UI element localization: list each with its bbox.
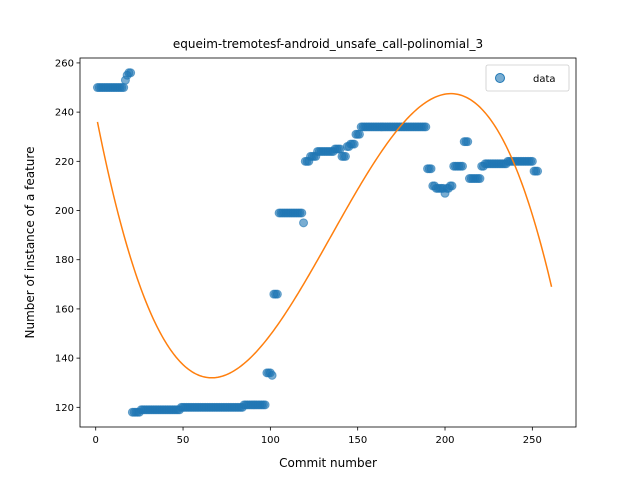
- x-axis-label: Commit number: [279, 456, 377, 470]
- y-axis-label: Number of instance of a feature: [23, 147, 37, 339]
- legend-marker: [495, 73, 505, 83]
- data-point: [119, 83, 129, 93]
- legend: data: [485, 64, 570, 92]
- data-point: [297, 208, 307, 218]
- data-point: [527, 156, 537, 166]
- x-tick-label: 250: [523, 435, 542, 446]
- x-tick-label: 150: [348, 435, 367, 446]
- y-tick-label: 140: [55, 354, 74, 365]
- data-point: [421, 122, 431, 132]
- y-tick-label: 260: [55, 58, 74, 69]
- data-point: [533, 166, 543, 176]
- data-point: [299, 218, 309, 228]
- data-point: [349, 139, 359, 149]
- y-axis: 120 140 160 180 200 220 240 260: [55, 58, 80, 414]
- x-tick-label: 0: [93, 435, 99, 446]
- data-point: [340, 151, 350, 161]
- data-point: [260, 400, 270, 410]
- plot-area: [79, 57, 577, 428]
- y-tick-label: 220: [55, 157, 74, 168]
- data-point: [447, 181, 457, 191]
- data-point: [126, 68, 136, 78]
- x-tick-label: 100: [261, 435, 280, 446]
- x-tick-label: 50: [177, 435, 190, 446]
- chart-title: equeim-tremotesf-android_unsafe_call-pol…: [173, 37, 483, 51]
- data-point: [475, 174, 485, 184]
- legend-label: data: [533, 74, 556, 85]
- y-tick-label: 200: [55, 206, 74, 217]
- data-point: [426, 164, 436, 174]
- data-point: [457, 161, 467, 171]
- y-tick-label: 180: [55, 255, 74, 266]
- scatter-points: [92, 68, 543, 417]
- data-point: [463, 137, 473, 147]
- y-tick-label: 240: [55, 108, 74, 119]
- data-point: [272, 289, 282, 299]
- plot-frame: [79, 57, 577, 428]
- x-axis: 0 50 100 150 200 250: [93, 427, 542, 446]
- data-point: [267, 370, 277, 380]
- legend-box: [485, 64, 570, 92]
- y-tick-label: 160: [55, 304, 74, 315]
- fit-line: [96, 92, 553, 379]
- data-point: [354, 129, 364, 139]
- y-tick-label: 120: [55, 403, 74, 414]
- x-tick-label: 200: [435, 435, 454, 446]
